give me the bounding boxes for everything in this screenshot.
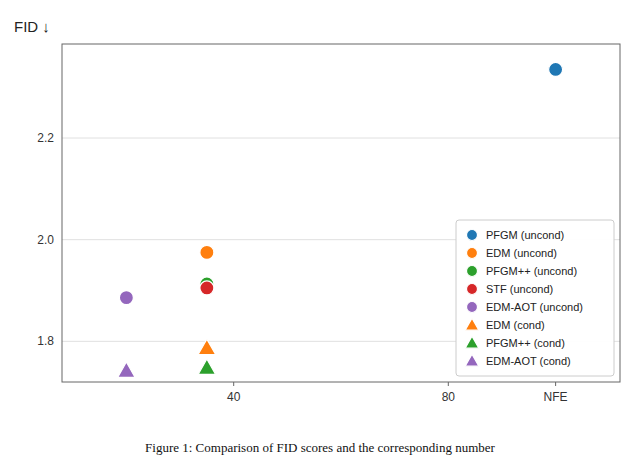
chart: 1.8 2.0 2.2 40 80 NFE FID ↓ PFGM (uncond) EDM (u… <box>0 0 640 466</box>
legend-label: STF (uncond) <box>486 283 553 295</box>
y-axis-label: FID ↓ <box>14 18 50 35</box>
point <box>119 291 133 305</box>
legend-swatch <box>467 230 478 241</box>
legend-swatch <box>465 336 479 348</box>
legend-swatch <box>465 318 479 330</box>
x-tick-label: 40 <box>227 390 241 404</box>
legend-label: PFGM++ (uncond) <box>486 265 577 277</box>
y-tick-label: 2.2 <box>37 131 54 145</box>
x-tick-label: 80 <box>442 390 456 404</box>
plot-frame <box>62 44 620 382</box>
x-axis: 40 80 NFE <box>227 382 568 404</box>
legend-swatch <box>465 354 479 366</box>
point <box>200 245 214 259</box>
point <box>198 359 216 374</box>
legend-label: EDM (cond) <box>486 319 545 331</box>
legend-swatch <box>467 248 478 259</box>
x-tick <box>233 382 234 386</box>
point <box>200 281 214 295</box>
x-tick <box>448 382 449 386</box>
legend-swatch <box>467 284 478 295</box>
grid-line <box>62 138 620 139</box>
x-tick <box>555 382 556 386</box>
y-tick-label: 1.8 <box>37 334 54 348</box>
point <box>549 62 563 76</box>
legend: PFGM (uncond) EDM (uncond) PFGM++ (uncond)… <box>456 220 614 376</box>
legend-swatch <box>467 302 478 313</box>
legend-swatch <box>467 266 478 277</box>
x-tick-label: NFE <box>544 390 568 404</box>
legend-label: PFGM (uncond) <box>486 229 564 241</box>
point <box>198 339 216 354</box>
legend-box <box>456 220 614 376</box>
y-tick-label: 2.0 <box>37 233 54 247</box>
legend-label: EDM-AOT (uncond) <box>486 301 583 313</box>
legend-label: EDM (uncond) <box>486 247 557 259</box>
legend-label: EDM-AOT (cond) <box>486 355 571 367</box>
caption: Figure 1: Comparison of FID scores and t… <box>145 440 496 455</box>
legend-label: PFGM++ (cond) <box>486 337 565 349</box>
point <box>118 362 136 377</box>
